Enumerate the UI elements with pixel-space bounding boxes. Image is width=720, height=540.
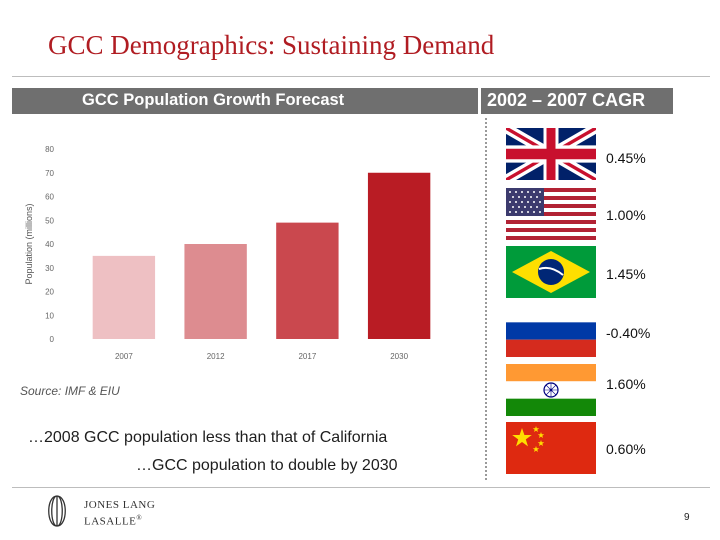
- company-logo: [42, 494, 182, 530]
- title-divider: [12, 76, 710, 77]
- y-tick-label: 10: [45, 311, 54, 320]
- page-number: 9: [684, 512, 690, 523]
- logo-trademark: ®: [136, 514, 143, 522]
- cagr-russia-value: -0.40%: [606, 325, 651, 341]
- x-tick-label: 2007: [115, 352, 133, 361]
- uk-flag-icon: [506, 128, 596, 180]
- callout-line-1: …2008 GCC population less than that of C…: [28, 429, 388, 446]
- y-tick-label: 60: [45, 193, 54, 202]
- cagr-uk-value: 0.45%: [606, 150, 646, 166]
- bar-2007: [92, 255, 156, 339]
- cagr-china-value: 0.60%: [606, 441, 646, 457]
- source-note: Source: IMF & EIU: [20, 384, 120, 398]
- y-tick-label: 0: [50, 335, 55, 344]
- logo-mark-icon: [48, 495, 66, 527]
- cagr-us-value: 1.00%: [606, 207, 646, 223]
- y-tick-label: 40: [45, 240, 54, 249]
- x-tick-label: 2012: [207, 352, 225, 361]
- page-title: GCC Demographics: Sustaining Demand: [48, 30, 495, 60]
- cagr-india-value: 1.60%: [606, 376, 646, 392]
- y-tick-label: 30: [45, 264, 54, 273]
- bar-2030: [367, 172, 431, 339]
- brazil-flag-icon: [506, 246, 596, 298]
- russia-flag-icon: [506, 305, 596, 357]
- column-divider: [485, 118, 487, 480]
- us-flag-icon: [506, 188, 596, 240]
- y-tick-label: 80: [45, 145, 54, 154]
- y-tick-label: 20: [45, 288, 54, 297]
- bar-2012: [184, 244, 247, 339]
- china-flag-icon: [506, 422, 596, 474]
- cagr-brazil-value: 1.45%: [606, 266, 646, 282]
- logo-text-line1: JONES LANG: [84, 499, 156, 511]
- india-flag-icon: [506, 364, 596, 416]
- y-axis-label: Population (millions): [24, 203, 34, 284]
- x-tick-label: 2030: [390, 352, 408, 361]
- bar-2017: [276, 222, 339, 339]
- logo-text-line2: LASALLE®: [84, 514, 142, 528]
- logo-text-line2-name: LASALLE: [84, 515, 137, 528]
- x-tick-label: 2017: [298, 352, 316, 361]
- chart-header: GCC Population Growth Forecast: [12, 88, 478, 114]
- footer-divider: [12, 487, 710, 488]
- cagr-header: 2002 – 2007 CAGR: [481, 88, 673, 114]
- callout-line-2: …GCC population to double by 2030: [136, 457, 398, 474]
- y-tick-label: 50: [45, 216, 54, 225]
- y-tick-label: 70: [45, 169, 54, 178]
